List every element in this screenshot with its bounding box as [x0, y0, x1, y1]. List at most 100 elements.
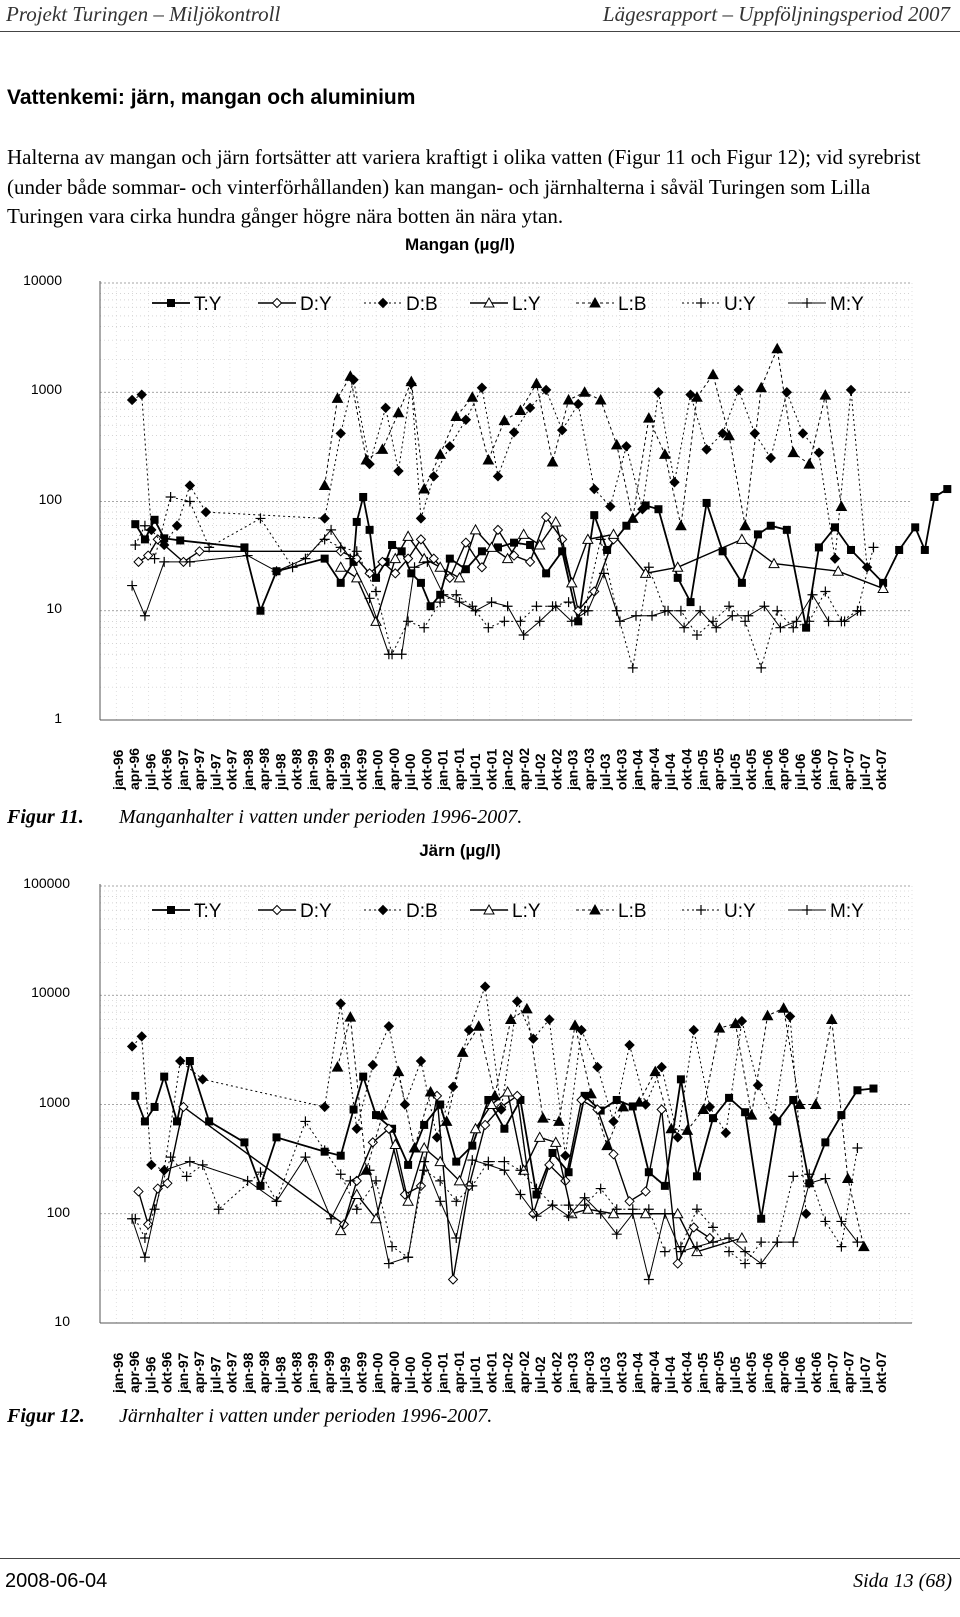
- data-point: [531, 1211, 542, 1222]
- data-point: [213, 1204, 224, 1215]
- data-point: [753, 530, 762, 539]
- legend: T:Y D:Y D:B L:Y L:B U:Y M:Y: [152, 901, 864, 922]
- header-project: Projekt Turingen – Miljökontroll: [6, 2, 281, 26]
- data-point: [595, 534, 606, 545]
- data-point: [707, 368, 719, 380]
- footer-rule: [0, 1558, 960, 1559]
- data-point: [544, 1014, 555, 1025]
- data-point: [300, 1116, 311, 1127]
- x-tick-label: jan-03: [565, 1352, 581, 1394]
- data-point: [453, 1174, 466, 1186]
- data-point: [585, 1087, 597, 1099]
- x-tick-label: jul-02: [532, 753, 548, 791]
- data-point: [566, 616, 577, 627]
- data-point: [460, 414, 472, 425]
- data-point: [681, 1124, 694, 1135]
- data-point: [621, 441, 632, 452]
- data-point: [788, 1171, 799, 1182]
- data-point: [756, 1258, 767, 1269]
- data-point: [514, 404, 527, 416]
- data-point: [463, 1024, 475, 1036]
- data-point: [184, 1156, 195, 1167]
- x-tick-label: okt-99: [353, 749, 369, 790]
- data-point: [165, 491, 176, 502]
- data-point: [713, 1022, 726, 1033]
- data-point: [829, 553, 841, 564]
- data-point: [272, 1133, 281, 1142]
- data-point: [371, 586, 382, 597]
- data-point: [445, 554, 454, 563]
- data-point: [336, 578, 345, 587]
- page-header: Projekt Turingen – Miljökontroll Lägesra…: [0, 0, 960, 34]
- data-point: [663, 605, 674, 616]
- series-line: [324, 346, 842, 526]
- data-point: [200, 506, 212, 518]
- data-point: [407, 569, 416, 578]
- x-tick-label: jan-05: [695, 1352, 711, 1394]
- data-point: [612, 1095, 621, 1104]
- data-point: [675, 605, 686, 616]
- data-point: [789, 1095, 798, 1104]
- x-tick-label: apr-99: [321, 1351, 337, 1393]
- data-point: [614, 616, 625, 627]
- data-point: [488, 1089, 501, 1101]
- data-point: [434, 561, 447, 572]
- data-point: [418, 552, 431, 564]
- legend-marker: [167, 299, 175, 307]
- data-point: [359, 492, 368, 501]
- data-point: [485, 541, 498, 552]
- data-point: [483, 1159, 494, 1170]
- data-point: [595, 1208, 606, 1219]
- data-point: [136, 1031, 147, 1042]
- data-point: [139, 1252, 150, 1263]
- data-point: [595, 1183, 606, 1194]
- data-point: [852, 1237, 863, 1248]
- data-point: [639, 567, 652, 578]
- x-tick-label: apr-98: [256, 748, 272, 790]
- data-point: [624, 1039, 635, 1051]
- data-point: [435, 1196, 446, 1207]
- data-point: [656, 1104, 667, 1115]
- data-point: [556, 424, 568, 436]
- data-point: [647, 610, 658, 621]
- data-point: [590, 511, 599, 520]
- data-point: [845, 384, 857, 396]
- data-point: [518, 629, 529, 640]
- data-point: [142, 550, 154, 561]
- data-point: [469, 1122, 482, 1134]
- jarn-chart: jan-96 apr-96 jul-96 okt-96 jan-97 apr-97 jul-…: [99, 884, 913, 1394]
- data-point: [813, 447, 825, 458]
- data-point: [943, 485, 952, 494]
- data-point: [242, 1175, 253, 1186]
- data-point: [809, 1098, 822, 1109]
- data-point: [331, 1061, 344, 1072]
- x-tick-label: jan-02: [500, 749, 516, 791]
- x-tick-label: okt-06: [808, 749, 824, 790]
- data-point: [627, 662, 638, 673]
- data-point: [547, 1200, 558, 1211]
- data-point: [149, 553, 160, 564]
- data-point: [194, 546, 205, 557]
- data-point: [736, 1231, 748, 1243]
- data-point: [581, 533, 594, 544]
- data-point: [672, 1132, 683, 1143]
- data-point: [476, 562, 488, 573]
- data-point: [512, 996, 523, 1007]
- data-point: [451, 1232, 462, 1243]
- data-point: [563, 1200, 574, 1211]
- data-point: [653, 387, 664, 398]
- data-point: [784, 1011, 796, 1022]
- data-point: [469, 523, 482, 535]
- legend-label: U:Y: [724, 294, 756, 315]
- data-point: [736, 1015, 748, 1027]
- legend-marker: [167, 906, 175, 914]
- data-point: [531, 601, 542, 612]
- data-point: [136, 389, 147, 400]
- data-point: [639, 1207, 652, 1219]
- data-point: [823, 616, 834, 627]
- data-point: [415, 1180, 427, 1192]
- data-point: [335, 1169, 346, 1180]
- data-point: [467, 1180, 478, 1191]
- x-tick-label: jan-03: [565, 749, 581, 791]
- data-point: [649, 1065, 662, 1077]
